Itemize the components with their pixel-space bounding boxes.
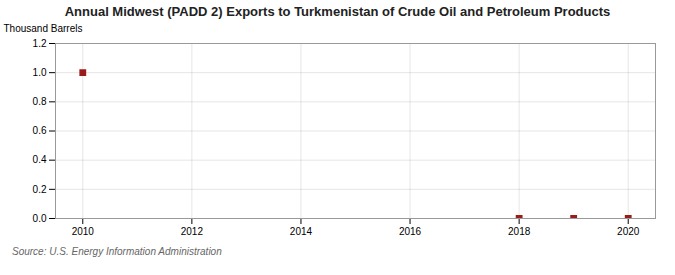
- svg-text:0.2: 0.2: [33, 184, 47, 195]
- svg-text:0.8: 0.8: [33, 96, 47, 107]
- svg-text:2016: 2016: [399, 226, 422, 237]
- html-text:Source: U.S. Energy Informatio: Source: U.S. Energy Information Administ…: [12, 246, 222, 257]
- svg-text:1.2: 1.2: [33, 38, 47, 49]
- html-text:Annual Midwest (PADD 2) Export: Annual Midwest (PADD 2) Exports to Turkm…: [64, 4, 611, 19]
- svg-text:Thousand Barrels: Thousand Barrels: [4, 23, 83, 34]
- svg-text:0.0: 0.0: [33, 213, 47, 224]
- svg-text:2018: 2018: [508, 226, 531, 237]
- svg-text:2012: 2012: [181, 226, 204, 237]
- svg-text:0.4: 0.4: [33, 154, 47, 165]
- svg-text:2020: 2020: [617, 226, 640, 237]
- svg-text:1.0: 1.0: [33, 67, 47, 78]
- svg-text:2014: 2014: [290, 226, 313, 237]
- svg-text:2010: 2010: [72, 226, 95, 237]
- svg-text:0.6: 0.6: [33, 125, 47, 136]
